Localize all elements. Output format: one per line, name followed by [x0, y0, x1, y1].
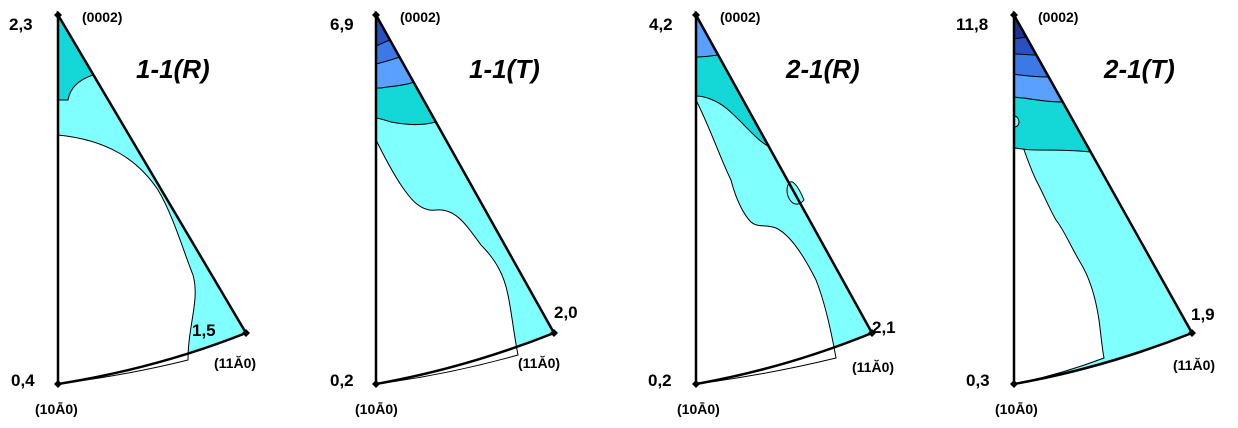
corner-value: 2,0 — [554, 303, 578, 322]
contour-level-0-region — [57, 134, 196, 385]
contour-level-2 — [57, 13, 94, 101]
panel-1-1-t: (0002) 6,9 0,2 2,0 (10Ā0) (11Ă0) 1-1(T) — [330, 9, 578, 417]
label-right: (11Ă0) — [1173, 357, 1215, 373]
max-value: 6,9 — [330, 15, 354, 34]
label-right: (11Ă0) — [852, 359, 894, 375]
panel-title: 2-1(T) — [1103, 54, 1175, 84]
corner-value: 2,1 — [872, 318, 896, 337]
min-value: 0,3 — [966, 371, 990, 390]
panel-title: 2-1(R) — [785, 54, 860, 84]
corner-markers — [692, 11, 876, 388]
panel-1-1-r: (0002) 2,3 0,4 1,5 (10Ā0) (11Ă0) 1-1(R) — [9, 9, 256, 417]
panel-2-1-t: (0002) 11,8 0,3 1,9 (10Ā0) (11Ă0) 2-1(T) — [956, 9, 1215, 417]
label-top: (0002) — [82, 9, 122, 25]
panel-2-1-r: (0002) 4,2 0,2 2,1 (10Ā0) (11Ă0) 2-1(R) — [648, 9, 896, 417]
label-right: (11Ă0) — [518, 355, 560, 371]
panel-title: 1-1(T) — [469, 54, 540, 84]
max-value: 4,2 — [649, 15, 673, 34]
panel-title: 1-1(R) — [136, 54, 210, 84]
min-value: 0,2 — [648, 371, 672, 390]
corner-markers — [54, 11, 250, 388]
label-bottom-left: (10Ā0) — [355, 401, 398, 417]
label-bottom-left: (10Ā0) — [995, 401, 1038, 417]
contour-level-0-region — [1013, 119, 1105, 385]
label-right: (11Ă0) — [214, 355, 256, 371]
contour-fills — [57, 13, 246, 385]
corner-markers — [372, 11, 558, 388]
contour-fills — [375, 13, 554, 385]
contour-level-0-region — [375, 139, 519, 385]
corner-value: 1,5 — [192, 321, 216, 340]
min-value: 0,2 — [330, 371, 354, 390]
label-top: (0002) — [400, 9, 440, 25]
min-value: 0,4 — [11, 371, 35, 390]
corner-markers — [1010, 11, 1196, 388]
label-top: (0002) — [720, 9, 760, 25]
max-value: 11,8 — [956, 15, 988, 34]
max-value: 2,3 — [9, 15, 33, 34]
label-bottom-left: (10Ā0) — [677, 401, 720, 417]
corner-value: 1,9 — [1191, 305, 1215, 324]
label-top: (0002) — [1038, 9, 1078, 25]
contour-level-0-region — [695, 99, 837, 385]
label-bottom-left: (10Ā0) — [35, 401, 78, 417]
